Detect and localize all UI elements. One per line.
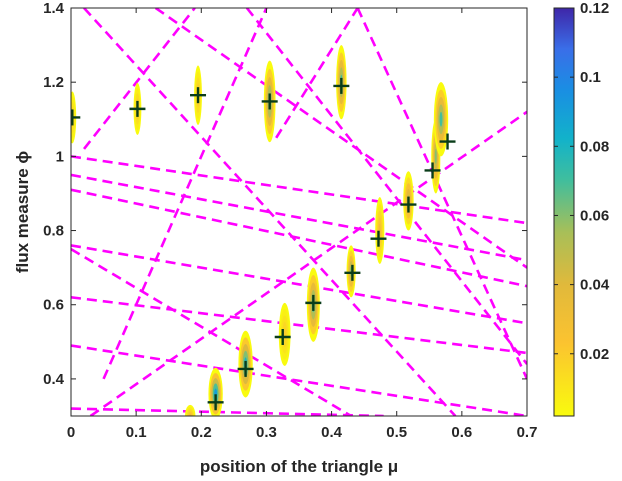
- x-tick-label: 0.2: [191, 424, 212, 441]
- plus-marker: [261, 93, 278, 110]
- y-tick-label: 0.4: [43, 371, 65, 388]
- density-contour: [439, 111, 443, 127]
- density-contour: [189, 413, 192, 416]
- colorbar-tick-label: 0.06: [580, 207, 609, 224]
- colorbar: [553, 7, 575, 417]
- plus-marker: [207, 394, 224, 411]
- plus-marker: [344, 264, 361, 281]
- dashed-line: [102, 8, 268, 380]
- plus-marker: [237, 360, 254, 377]
- x-tick-label: 0.4: [321, 424, 343, 441]
- x-tick-label: 0.3: [256, 424, 277, 441]
- dashed-line: [83, 8, 196, 150]
- y-tick-label: 1: [56, 148, 64, 165]
- plus-marker: [370, 230, 387, 247]
- dashed-line: [89, 110, 527, 416]
- colorbar-tick-label: 0.1: [580, 69, 601, 86]
- plus-marker: [424, 162, 441, 179]
- dashed-line: [71, 407, 384, 416]
- x-tick-label: 0.6: [451, 424, 472, 441]
- dashed-line: [154, 8, 527, 269]
- y-tick-label: 1.2: [43, 74, 64, 91]
- markers-layer: [71, 77, 456, 411]
- x-tick-label: 0.1: [126, 424, 147, 441]
- plot-frame: [70, 7, 528, 417]
- plus-marker: [439, 133, 456, 150]
- dashed-line: [275, 8, 359, 139]
- dashed-line: [71, 188, 527, 288]
- dashed-line: [71, 244, 527, 325]
- y-tick-label: 0.6: [43, 297, 64, 314]
- plus-marker: [305, 294, 322, 311]
- density-contour: [434, 148, 437, 164]
- plus-marker: [71, 109, 81, 126]
- plus-marker: [129, 100, 146, 117]
- x-axis-ticks: 0 0.1 0.2 0.3 0.4 0.5 0.6 0.7: [67, 8, 538, 441]
- colorbar-tick-label: 0.08: [580, 138, 609, 155]
- colorbar-tick-label: 0.12: [580, 0, 609, 17]
- colorbar-tick-label: 0.04: [580, 277, 610, 294]
- colorbar-tick-label: 0.02: [580, 346, 609, 363]
- plus-marker: [274, 328, 291, 345]
- dashed-line: [71, 173, 527, 262]
- x-tick-label: 0: [67, 424, 75, 441]
- plus-marker: [333, 77, 350, 94]
- dashed-line: [83, 8, 457, 416]
- x-tick-label: 0.7: [517, 424, 538, 441]
- y-tick-label: 1.4: [43, 0, 65, 17]
- plot-area: [71, 8, 527, 416]
- plus-marker: [400, 196, 417, 213]
- y-axis-label: flux measure ϕ: [13, 151, 32, 274]
- x-tick-label: 0.5: [386, 424, 407, 441]
- y-tick-label: 0.8: [43, 223, 64, 240]
- dashed-line: [356, 8, 527, 380]
- dashed-line: [71, 155, 527, 225]
- dashed-line: [71, 344, 527, 416]
- x-axis-label: position of the triangle μ: [200, 457, 398, 476]
- dashed-line: [71, 296, 527, 355]
- dashed-line: [245, 8, 527, 365]
- plus-marker: [190, 87, 207, 104]
- y-axis-ticks: 0.4 0.6 0.8 1 1.2 1.4: [43, 0, 527, 388]
- dashed-lines-layer: [71, 8, 527, 416]
- colorbar-ticks: 0.02 0.04 0.06 0.08 0.1 0.12: [554, 0, 610, 363]
